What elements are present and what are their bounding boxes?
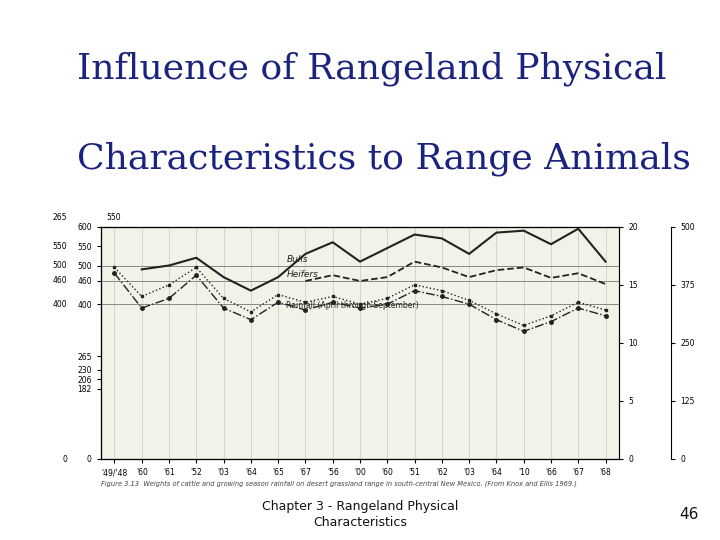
Text: Chapter 3 - Rangeland Physical
Characteristics: Chapter 3 - Rangeland Physical Character…	[262, 500, 458, 529]
Text: 550: 550	[106, 213, 121, 222]
Text: 265: 265	[53, 213, 67, 222]
Text: Characteristics to Range Animals: Characteristics to Range Animals	[77, 141, 691, 176]
Text: Figure 3.13  Weights of cattle and growing season rainfall on desert grassland r: Figure 3.13 Weights of cattle and growin…	[101, 481, 577, 487]
Text: 400: 400	[53, 300, 67, 309]
Text: 550: 550	[53, 241, 67, 251]
Text: 46: 46	[679, 507, 698, 522]
Text: Influence of Rangeland Physical: Influence of Rangeland Physical	[77, 51, 667, 85]
Text: 460: 460	[53, 276, 67, 286]
Text: 500: 500	[53, 261, 67, 270]
Text: Bulls: Bulls	[287, 255, 308, 264]
Text: Rainfall (April through September): Rainfall (April through September)	[287, 301, 419, 310]
Text: 0: 0	[62, 455, 67, 463]
Text: Heifers: Heifers	[287, 270, 318, 279]
